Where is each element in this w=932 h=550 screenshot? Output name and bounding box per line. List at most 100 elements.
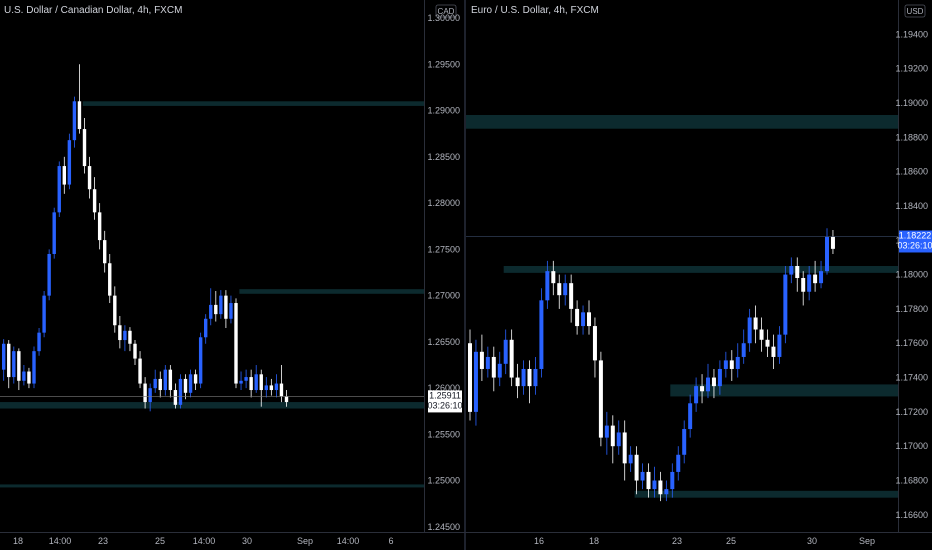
right-candle-50 (765, 329, 770, 357)
left-zone-3 (0, 484, 424, 488)
left-candle-50 (254, 365, 258, 393)
right-candle-51 (771, 334, 776, 369)
right-y-tick-1: 1.19200 (895, 64, 928, 74)
left-candle-47 (239, 371, 243, 391)
left-candle-23 (118, 315, 122, 349)
right-candle-41 (711, 368, 716, 399)
left-price-axis[interactable]: CAD 1.300001.295001.290001.285001.280001… (424, 0, 464, 532)
left-candle-20 (103, 230, 107, 273)
left-x-tick-6: Sep (297, 536, 313, 546)
right-zone-0 (466, 114, 898, 129)
left-candle-14 (72, 96, 77, 148)
left-candle-33 (168, 365, 173, 398)
right-candle-32 (658, 471, 663, 502)
right-zone-1 (503, 266, 898, 273)
left-candle-22 (113, 286, 117, 333)
right-countdown-label: 03:26:10 (897, 240, 932, 250)
left-y-tick-3: 1.28500 (427, 152, 460, 162)
left-candle-34 (173, 383, 178, 409)
left-x-tick-7: 14:00 (337, 536, 360, 546)
right-candle-54 (789, 257, 794, 284)
right-last-price-box (899, 230, 932, 253)
right-candle-27 (628, 446, 633, 472)
right-y-tick-14: 1.16600 (895, 510, 928, 520)
left-x-tick-8: 6 (388, 536, 393, 546)
left-y-tick-10: 1.25000 (427, 476, 460, 486)
left-currency-badge (435, 4, 457, 18)
left-last-price-box (428, 390, 462, 413)
right-candle-53 (783, 266, 788, 344)
right-candle-2 (479, 334, 484, 381)
left-zone-0 (82, 101, 425, 106)
pane-divider[interactable] (464, 0, 466, 550)
left-x-tick-2: 23 (98, 536, 108, 546)
left-candle-53 (269, 378, 274, 396)
right-candle-47 (747, 308, 752, 352)
right-candle-59 (819, 260, 824, 289)
right-candle-4 (491, 346, 496, 392)
right-x-tick-1: 18 (589, 536, 599, 546)
left-candle-38 (193, 369, 198, 391)
left-candle-37 (188, 369, 193, 398)
left-candle-42 (214, 291, 218, 322)
left-currency-label: CAD (438, 7, 455, 16)
left-candle-52 (264, 377, 268, 398)
left-x-tick-3: 25 (155, 536, 165, 546)
right-candle-19 (581, 305, 586, 335)
right-candle-39 (700, 374, 705, 404)
left-candle-6 (32, 346, 36, 389)
left-candle-25 (128, 327, 132, 352)
right-currency-label: USD (907, 7, 924, 16)
left-y-tick-5: 1.27500 (427, 244, 460, 254)
right-candle-5 (497, 351, 502, 387)
right-y-tick-13: 1.16800 (895, 476, 928, 486)
left-y-tick-0: 1.30000 (427, 13, 460, 23)
right-zone-2 (670, 384, 898, 397)
right-y-tick-11: 1.17200 (895, 407, 928, 417)
left-candle-5 (27, 367, 31, 389)
right-candle-14 (551, 260, 556, 296)
right-candle-36 (682, 420, 687, 464)
left-time-axis[interactable]: 18 14:00 23 25 14:00 30 Sep 14:00 6 (13, 536, 394, 546)
right-candle-61 (830, 229, 835, 254)
right-x-tick-5: Sep (859, 536, 875, 546)
right-candle-18 (575, 300, 580, 335)
left-candle-16 (82, 117, 87, 174)
right-time-axis[interactable]: 16 18 23 25 30 Sep (534, 536, 875, 546)
right-candle-33 (664, 480, 669, 502)
left-y-tick-8: 1.26000 (427, 383, 460, 393)
right-candle-31 (652, 466, 657, 498)
right-candle-26 (622, 420, 627, 481)
right-candle-55 (795, 257, 800, 292)
left-x-tick-1: 14:00 (49, 536, 72, 546)
left-candle-21 (108, 253, 112, 304)
left-symbol-title: U.S. Dollar / Canadian Dollar, 4h, FXCM (4, 5, 182, 16)
left-y-tick-6: 1.27000 (427, 291, 460, 301)
left-y-tick-7: 1.26500 (427, 337, 460, 347)
right-candle-0 (468, 329, 472, 421)
right-candle-21 (592, 317, 597, 378)
right-candle-16 (563, 274, 568, 306)
right-candle-45 (735, 343, 740, 378)
right-y-tick-2: 1.19000 (895, 98, 928, 108)
right-chart-pane[interactable]: Euro / U.S. Dollar, 4h, FXCM (466, 0, 898, 532)
right-y-tick-3: 1.18800 (895, 132, 928, 142)
right-candle-1 (473, 339, 478, 426)
right-candle-8 (515, 363, 520, 399)
right-candle-29 (640, 463, 645, 490)
left-candle-43 (219, 290, 223, 319)
right-y-tick-10: 1.17400 (895, 373, 928, 383)
left-chart-pane[interactable]: U.S. Dollar / Canadian Dollar, 4h, FXCM (0, 0, 425, 550)
right-candle-25 (616, 420, 621, 455)
right-symbol-title: Euro / U.S. Dollar, 4h, FXCM (471, 5, 599, 16)
right-x-tick-3: 25 (726, 536, 736, 546)
left-y-tick-2: 1.29000 (427, 106, 460, 116)
right-candle-24 (610, 415, 615, 464)
right-candle-42 (717, 360, 722, 395)
right-y-ticks: 1.19400 1.19200 1.19000 1.18800 1.18600 1.184… (895, 29, 928, 520)
right-y-tick-4: 1.18600 (895, 167, 928, 177)
left-candle-44 (224, 290, 228, 329)
right-candle-7 (509, 329, 514, 387)
right-price-axis[interactable]: USD 1.194001.192001.190001.188001.186001… (895, 0, 932, 532)
